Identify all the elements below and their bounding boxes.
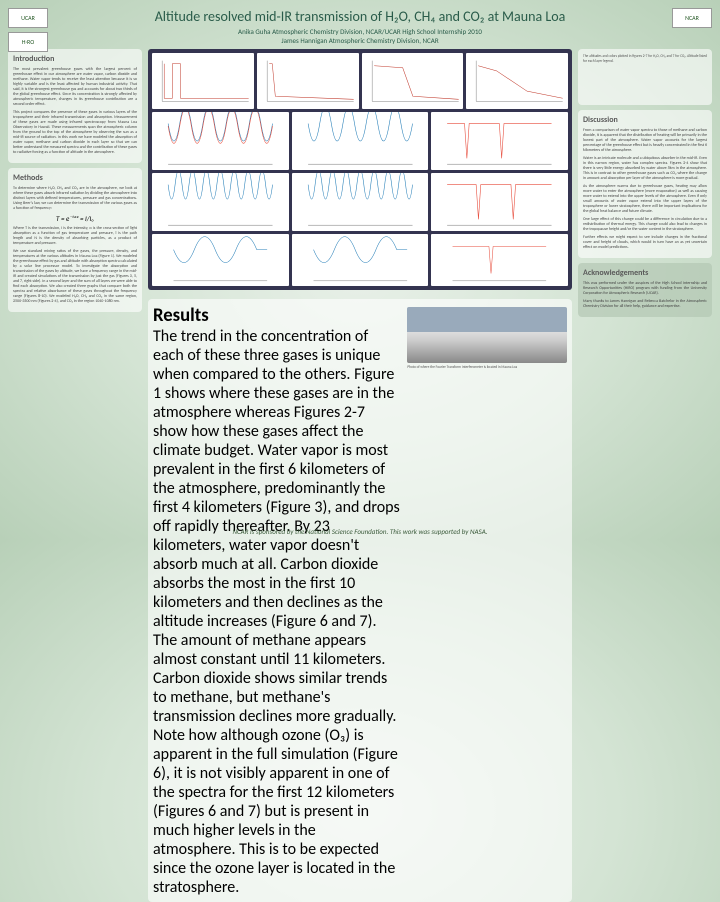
chart-spec-1 — [152, 112, 289, 170]
site-photo — [407, 307, 567, 363]
results-heading: Results — [153, 304, 401, 327]
results-box: Results The trend in the concentration o… — [148, 299, 572, 902]
authors: Anika Guha Atmospheric Chemistry Divisio… — [60, 27, 660, 45]
introduction-box: Introduction The most prevalent greenhou… — [8, 49, 142, 163]
chart-spec-7 — [152, 234, 289, 286]
methods-box: Methods To determine where H₂O, CH₄ and … — [8, 168, 142, 312]
chart-spec-4 — [152, 173, 289, 231]
logos-left: UCAR H·RO — [8, 8, 48, 52]
chart-panel — [148, 49, 572, 290]
chart-abs-ch4 — [362, 53, 464, 109]
footer: NCAR is sponsored by the National Scienc… — [0, 527, 720, 536]
results-p2: Note how although ozone (O₃) is apparent… — [153, 726, 401, 897]
chart-row-3 — [152, 173, 568, 231]
methods-p3: We use standard mixing ratios of the gas… — [13, 249, 137, 304]
hiro-logo: H·RO — [8, 32, 48, 52]
chart-abs-h2o — [257, 53, 359, 109]
chart-spec-5 — [292, 173, 429, 231]
discussion-box: Discussion From a comparison of water va… — [578, 110, 712, 258]
disc-p3: As the atmosphere warms due to greenhous… — [583, 184, 707, 214]
legend-text: The altitudes and colors plotted in figu… — [583, 54, 707, 63]
legend-box: The altitudes and colors plotted in figu… — [578, 49, 712, 105]
intro-p1: The most prevalent greenhouse gases with… — [13, 67, 137, 107]
ack-heading: Acknowledgements — [583, 268, 707, 278]
author-2: James Hannigan Atmospheric Chemistry Div… — [60, 36, 660, 45]
methods-heading: Methods — [13, 173, 137, 183]
methods-p1: To determine where H₂O, CH₄ and CO₂ are … — [13, 186, 137, 211]
title-block: Altitude resolved mid-IR transmission of… — [0, 0, 720, 49]
center-column: Results The trend in the concentration o… — [148, 49, 572, 501]
chart-spec-8 — [292, 234, 429, 286]
chart-abs-co2 — [466, 53, 568, 109]
photo-caption: Photo of where the Fourier Transform Int… — [407, 365, 567, 369]
chart-layer1 — [152, 53, 254, 109]
intro-p2: This project compares the presence of th… — [13, 110, 137, 155]
poster-title: Altitude resolved mid-IR transmission of… — [60, 8, 660, 25]
intro-heading: Introduction — [13, 54, 137, 64]
chart-row-4 — [152, 234, 568, 286]
disc-p4: One large effect of this change could be… — [583, 217, 707, 232]
logos-right: NCAR — [672, 8, 712, 28]
right-column: The altitudes and colors plotted in figu… — [578, 49, 712, 501]
ncar-logo: NCAR — [672, 8, 712, 28]
methods-formula: T = e⁻ᵗᵃᵘ = I/I₀ — [13, 214, 137, 223]
chart-row-1 — [152, 53, 568, 109]
chart-spec-9 — [431, 234, 568, 286]
ack-p1: This was performed under the auspices of… — [583, 281, 707, 296]
chart-spec-6 — [431, 173, 568, 231]
left-column: Introduction The most prevalent greenhou… — [8, 49, 142, 501]
ack-p2: Many thanks to James Hannigan and Rebecc… — [583, 299, 707, 309]
chart-row-2 — [152, 112, 568, 170]
chart-spec-2 — [292, 112, 429, 170]
methods-p2: Where T is the transmission, I is the in… — [13, 226, 137, 246]
ucar-logo: UCAR — [8, 8, 48, 28]
acknowledgements-box: Acknowledgements This was performed unde… — [578, 263, 712, 317]
discussion-heading: Discussion — [583, 115, 707, 125]
disc-p1: From a comparison of water vapor spectra… — [583, 128, 707, 153]
main-columns: Introduction The most prevalent greenhou… — [0, 49, 720, 509]
disc-p2: Water is an intricate molecule and a ubi… — [583, 156, 707, 181]
author-1: Anika Guha Atmospheric Chemistry Divisio… — [60, 27, 660, 36]
chart-spec-3 — [431, 112, 568, 170]
disc-p5: Further effects we might expect to see i… — [583, 235, 707, 250]
